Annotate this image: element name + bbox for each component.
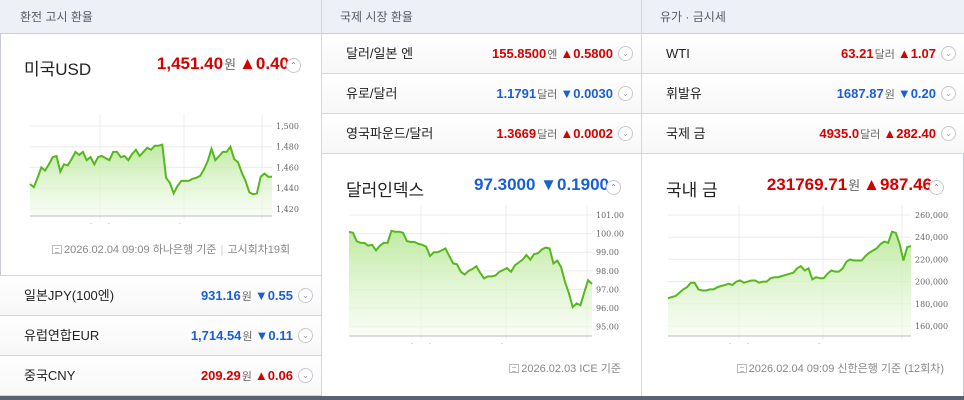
rate-value: 1687.87원 ▼0.20	[836, 86, 936, 101]
rate-value: 1,714.54원 ▼0.11	[190, 328, 293, 343]
rate-name: 유로/달러	[346, 86, 398, 101]
rate-row[interactable]: 국제 금 4935.0달러 ▲282.40 ⌄	[642, 114, 964, 154]
svg-text:1,460: 1,460	[276, 163, 299, 172]
rate-value: 931.16원 ▼0.55	[200, 288, 293, 303]
svg-text:1,480: 1,480	[276, 143, 299, 152]
expand-toggle-icon[interactable]: ⌄	[941, 126, 956, 141]
document-icon	[736, 364, 747, 373]
svg-text:95.00: 95.00	[596, 323, 619, 332]
international-rate-column: 국제 시장 환율 달러/일본 엔 155.8500엔 ▲0.5800 ⌄ 유로/달러 1.…	[322, 0, 642, 396]
expand-toggle-icon[interactable]: ⌄	[298, 288, 313, 303]
rate-name: 휘발유	[666, 86, 702, 101]
svg-text:96.00: 96.00	[596, 304, 619, 313]
rate-row[interactable]: 유로/달러 1.1791달러 ▼0.0030 ⌄	[322, 74, 641, 114]
svg-text:100.00: 100.00	[596, 230, 624, 239]
rate-name: 영국파운드/달러	[346, 126, 434, 141]
expand-toggle-icon[interactable]: ⌄	[618, 86, 633, 101]
expand-toggle-icon[interactable]: ⌄	[941, 46, 956, 61]
rate-value: 1.3669달러 ▲0.0002	[496, 126, 613, 141]
document-icon	[52, 245, 62, 254]
svg-text:200,000: 200,000	[915, 278, 948, 287]
rate-name: 달러/일본 엔	[346, 46, 414, 61]
expand-toggle-icon[interactable]: ⌄	[618, 126, 633, 141]
rate-value: 155.8500엔 ▲0.5800	[492, 46, 613, 61]
oil-gold-column: 유가 · 금시세 WTI 63.21달러 ▲1.07 ⌄ 휘발유 1687.87원 ▼0.2…	[642, 0, 964, 396]
svg-text:02/02: 02/02	[250, 223, 273, 224]
rate-row[interactable]: 중국CNY 209.29원 ▲0.06 ⌄	[0, 356, 321, 396]
svg-text:260,000: 260,000	[915, 211, 948, 220]
svg-text:160,000: 160,000	[915, 322, 948, 331]
rate-row[interactable]: 일본JPY(100엔) 931.16원 ▼0.55 ⌄	[0, 276, 321, 316]
rate-value: 63.21달러 ▲1.07	[841, 46, 936, 61]
index-value: 97.3000 ▼0.1900	[473, 175, 609, 194]
column-header: 유가 · 금시세	[642, 0, 964, 34]
svg-text:101.00: 101.00	[596, 211, 624, 220]
svg-text:12/01: 12/01	[409, 343, 432, 344]
gold-name: 국내 금	[666, 181, 718, 200]
svg-text:12/01: 12/01	[727, 343, 750, 344]
rate-name: 일본JPY(100엔)	[24, 288, 115, 303]
rate-value: 209.29원 ▲0.06	[200, 368, 293, 383]
source-note: 2026.02.04 09:09 신한은행 기준 (12회차)	[736, 360, 944, 376]
gold-value: 231769.71원 ▲987.46	[766, 175, 932, 194]
svg-text:240,000: 240,000	[915, 233, 948, 242]
main-rate-panel: 미국USD 1,451.40원 ▲0.40 ⌃ 1,420 1,440 1,460 1,…	[0, 34, 321, 276]
svg-text:1,420: 1,420	[276, 205, 299, 214]
svg-text:180,000: 180,000	[915, 300, 948, 309]
rate-value: 4935.0달러 ▲282.40	[819, 126, 936, 141]
dollar-index-chart: 95.00 96.00 97.00 98.00 99.00 100.00 101.00 12/…	[348, 205, 624, 344]
source-note: 2026.02.03 ICE 기준	[509, 360, 621, 376]
domestic-gold-chart: 160,000 180,000 200,000 220,000 240,000 260,0…	[667, 205, 948, 344]
expand-toggle-icon[interactable]: ⌄	[298, 328, 313, 343]
svg-text:02/02: 02/02	[890, 343, 913, 344]
notice-rate-column: 환전 고시 환율 미국USD 1,451.40원 ▲0.40 ⌃ 1,420 1,4…	[0, 0, 322, 396]
index-name: 달러인덱스	[346, 181, 425, 200]
source-note: 2026.02.04 09:09 하나은행 기준 | 고시회차19회	[52, 241, 290, 257]
rate-row[interactable]: 유럽연합EUR 1,714.54원 ▼0.11 ⌄	[0, 316, 321, 356]
rate-value: 1.1791달러 ▼0.0030	[496, 86, 613, 101]
svg-text:02/02: 02/02	[575, 343, 598, 344]
svg-text:97.00: 97.00	[596, 285, 619, 294]
collapse-chart-toggle-icon[interactable]: ⌃	[929, 180, 944, 195]
currency-name: 미국USD	[24, 60, 92, 79]
rate-name: 국제 금	[666, 126, 706, 141]
rate-name: 유럽연합EUR	[24, 328, 100, 343]
rate-name: WTI	[666, 46, 690, 61]
column-header: 국제 시장 환율	[322, 0, 641, 34]
rate-name: 중국CNY	[24, 368, 76, 383]
svg-text:99.00: 99.00	[596, 248, 619, 257]
svg-text:220,000: 220,000	[915, 255, 948, 264]
expand-toggle-icon[interactable]: ⌄	[298, 368, 313, 383]
expand-toggle-icon[interactable]: ⌄	[941, 86, 956, 101]
currency-value: 1,451.40원 ▲0.40	[156, 54, 289, 73]
document-icon	[509, 364, 520, 373]
svg-text:1,440: 1,440	[276, 184, 299, 193]
svg-text:98.00: 98.00	[596, 267, 619, 276]
svg-text:1,500: 1,500	[276, 122, 299, 131]
column-header: 환전 고시 환율	[0, 0, 321, 34]
svg-text:01/02: 01/02	[811, 343, 834, 344]
main-rate-panel: 달러인덱스 97.3000 ▼0.1900 ⌃ 95.00 96.00 97.00 9…	[322, 154, 641, 394]
bottom-border	[0, 396, 964, 400]
svg-text:01/02: 01/02	[172, 223, 195, 224]
rate-row[interactable]: WTI 63.21달러 ▲1.07 ⌄	[642, 34, 964, 74]
rate-row[interactable]: 달러/일본 엔 155.8500엔 ▲0.5800 ⌄	[322, 34, 641, 74]
rate-row[interactable]: 휘발유 1687.87원 ▼0.20 ⌄	[642, 74, 964, 114]
svg-text:12/01: 12/01	[88, 223, 111, 224]
collapse-chart-toggle-icon[interactable]: ⌃	[286, 58, 301, 73]
rate-row[interactable]: 영국파운드/달러 1.3669달러 ▲0.0002 ⌄	[322, 114, 641, 154]
collapse-chart-toggle-icon[interactable]: ⌃	[606, 180, 621, 195]
main-rate-panel: 국내 금 231769.71원 ▲987.46 ⌃ 160,000 180,000 2…	[642, 154, 964, 394]
usd-rate-chart: 1,420 1,440 1,460 1,480 1,500 12/01 01/02 02/02	[29, 114, 299, 224]
expand-toggle-icon[interactable]: ⌄	[618, 46, 633, 61]
svg-text:01/02: 01/02	[494, 343, 517, 344]
